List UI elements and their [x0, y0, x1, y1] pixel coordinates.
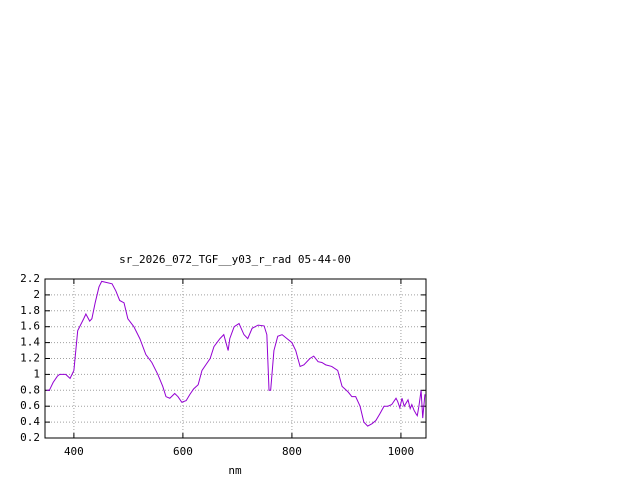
- y-tick-label: 0.6: [20, 399, 40, 412]
- y-tick-label: 1.4: [20, 336, 40, 349]
- chart-title: sr_2026_072_TGF__y03_r_rad 05-44-00: [119, 253, 351, 266]
- y-tick-label: 1.6: [20, 320, 40, 333]
- x-tick-label: 400: [64, 445, 84, 458]
- y-tick-label: 1: [33, 367, 40, 380]
- plot-frame: [44, 278, 427, 439]
- y-tick-label: 0.4: [20, 415, 40, 428]
- y-tick-label: 0.8: [20, 383, 40, 396]
- data-line: [46, 280, 426, 427]
- x-axis-label: nm: [228, 464, 242, 477]
- y-tick-label: 1.2: [20, 352, 40, 365]
- x-tick-label: 600: [173, 445, 193, 458]
- y-tick-label: 2: [33, 288, 40, 301]
- y-tick-label: 2.2: [20, 272, 40, 285]
- x-tick-label: 800: [282, 445, 302, 458]
- y-tick-label: 1.8: [20, 304, 40, 317]
- y-tick-label: 0.2: [20, 431, 40, 444]
- x-tick-label: 1000: [388, 445, 415, 458]
